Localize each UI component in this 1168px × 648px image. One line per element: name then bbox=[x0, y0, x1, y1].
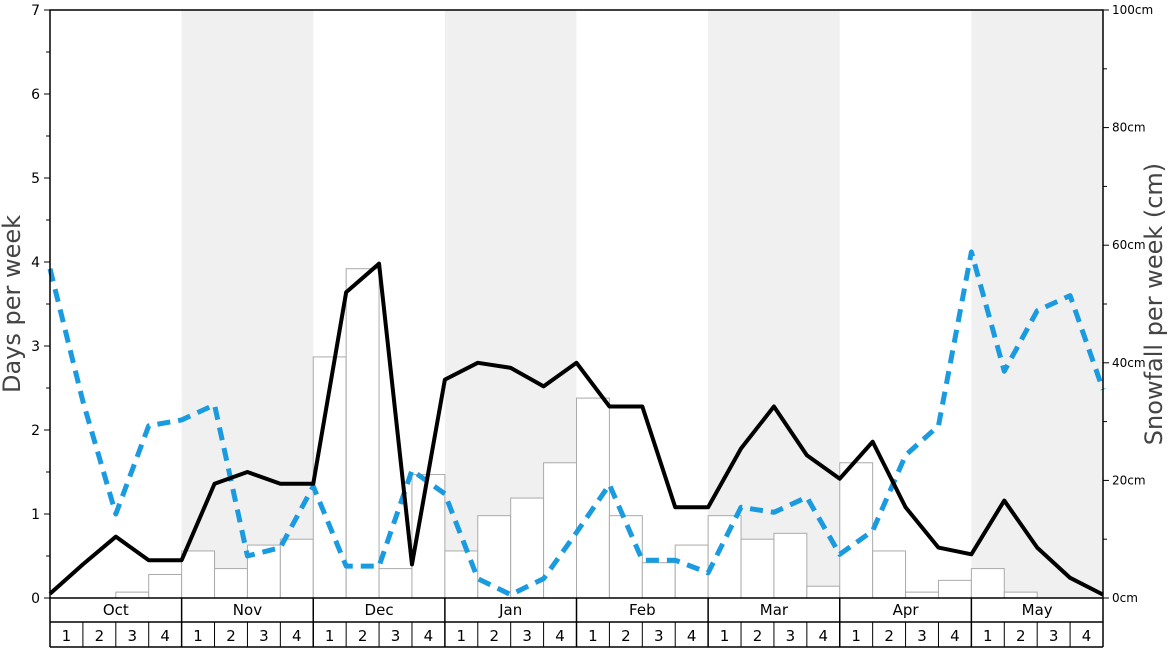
week-label: 3 bbox=[1049, 627, 1059, 645]
snowfall-bar bbox=[543, 462, 577, 599]
right-tick-label: 60cm bbox=[1112, 238, 1146, 252]
right-tick-label: 80cm bbox=[1112, 121, 1146, 135]
left-tick-label: 3 bbox=[31, 339, 40, 355]
snowfall-bar bbox=[707, 515, 742, 599]
week-label: 1 bbox=[983, 627, 993, 645]
week-label: 2 bbox=[753, 627, 763, 645]
left-tick-label: 4 bbox=[31, 255, 40, 271]
snowfall-bar bbox=[806, 585, 841, 599]
week-label: 4 bbox=[819, 627, 829, 645]
snowfall-bar bbox=[444, 550, 479, 599]
snowfall-bar bbox=[740, 538, 775, 599]
week-label: 3 bbox=[786, 627, 796, 645]
week-label: 3 bbox=[917, 627, 927, 645]
snowfall-bars bbox=[115, 268, 1038, 599]
snowfall-bar bbox=[477, 515, 512, 599]
snowfall-bar bbox=[345, 268, 380, 599]
snowfall-bar bbox=[872, 550, 907, 599]
week-label: 2 bbox=[1016, 627, 1026, 645]
month-label-oct: Oct bbox=[103, 601, 129, 619]
week-label: 3 bbox=[259, 627, 269, 645]
snowfall-bar bbox=[937, 579, 972, 599]
week-label: 3 bbox=[391, 627, 401, 645]
month-label-dec: Dec bbox=[365, 601, 394, 619]
week-label: 2 bbox=[489, 627, 499, 645]
week-label: 2 bbox=[226, 627, 236, 645]
snowfall-bar bbox=[1003, 591, 1038, 599]
week-label: 1 bbox=[588, 627, 598, 645]
snowfall-bar bbox=[181, 550, 216, 599]
day-lines bbox=[47, 249, 1106, 598]
solid-series-line bbox=[48, 261, 1104, 597]
snowfall-bar bbox=[279, 538, 314, 599]
week-label: 2 bbox=[358, 627, 368, 645]
month-label-mar: Mar bbox=[760, 601, 789, 619]
week-label: 2 bbox=[95, 627, 105, 645]
week-label: 1 bbox=[851, 627, 861, 645]
right-axis-title: Snowfall per week (cm) bbox=[1140, 163, 1168, 445]
right-tick-label: 40cm bbox=[1112, 356, 1146, 370]
month-label-feb: Feb bbox=[629, 601, 656, 619]
week-label: 4 bbox=[292, 627, 302, 645]
week-label: 1 bbox=[720, 627, 730, 645]
left-tick-label: 1 bbox=[31, 507, 40, 523]
left-axis-title: Days per week bbox=[0, 215, 26, 393]
snowfall-bar bbox=[608, 515, 643, 599]
month-shade-mar bbox=[708, 10, 840, 598]
week-label: 4 bbox=[160, 627, 170, 645]
right-tick-label: 0cm bbox=[1112, 591, 1138, 605]
snowfall-bar bbox=[641, 562, 676, 599]
right-axis: 0cm 20cm 40cm 60cm 80cm 100cm bbox=[1103, 3, 1153, 605]
x-axis: Oct 1 2 3 4 Nov 1 2 3 4 Dec 1 2 3 4 Jan 1 2 3 4 Feb 1 2 3 4 Mar 1 2… bbox=[49, 598, 1104, 648]
week-label: 4 bbox=[424, 627, 434, 645]
dashed-series-line bbox=[47, 249, 1106, 598]
week-label: 3 bbox=[654, 627, 664, 645]
week-label: 1 bbox=[457, 627, 467, 645]
snowfall-bar bbox=[214, 568, 248, 599]
left-axis: 0 1 2 3 4 5 6 7 bbox=[31, 3, 50, 607]
month-label-may: May bbox=[1022, 601, 1053, 619]
week-label: 4 bbox=[555, 627, 565, 645]
snowfall-bar bbox=[674, 544, 709, 599]
snowfall-bar bbox=[773, 532, 808, 599]
week-label: 3 bbox=[127, 627, 137, 645]
left-tick-label: 6 bbox=[31, 87, 40, 103]
week-label: 3 bbox=[522, 627, 532, 645]
snowfall-bar bbox=[839, 462, 874, 599]
snowfall-bar bbox=[115, 591, 150, 599]
left-tick-label: 0 bbox=[31, 591, 40, 607]
month-shading bbox=[181, 10, 1103, 598]
snowfall-bar bbox=[148, 573, 183, 599]
week-label: 4 bbox=[687, 627, 697, 645]
left-tick-label: 7 bbox=[31, 3, 40, 19]
month-shade-nov bbox=[181, 10, 314, 598]
right-tick-label: 20cm bbox=[1112, 473, 1146, 487]
month-label-jan: Jan bbox=[498, 601, 522, 619]
snowfall-bar bbox=[378, 568, 413, 599]
week-label: 4 bbox=[950, 627, 960, 645]
week-label: 1 bbox=[62, 627, 72, 645]
month-shade-may bbox=[971, 10, 1103, 598]
week-label: 2 bbox=[884, 627, 894, 645]
week-label: 4 bbox=[1082, 627, 1092, 645]
snowfall-bar bbox=[905, 591, 939, 599]
snowfall-bar bbox=[576, 397, 610, 599]
left-tick-label: 5 bbox=[31, 171, 40, 187]
week-label: 2 bbox=[621, 627, 631, 645]
left-tick-label: 2 bbox=[31, 423, 40, 439]
snowfall-bar bbox=[970, 568, 1005, 599]
month-label-apr: Apr bbox=[893, 601, 920, 619]
week-label: 1 bbox=[325, 627, 335, 645]
month-label-nov: Nov bbox=[233, 601, 262, 619]
week-label: 1 bbox=[193, 627, 203, 645]
right-tick-label: 100cm bbox=[1112, 3, 1153, 17]
